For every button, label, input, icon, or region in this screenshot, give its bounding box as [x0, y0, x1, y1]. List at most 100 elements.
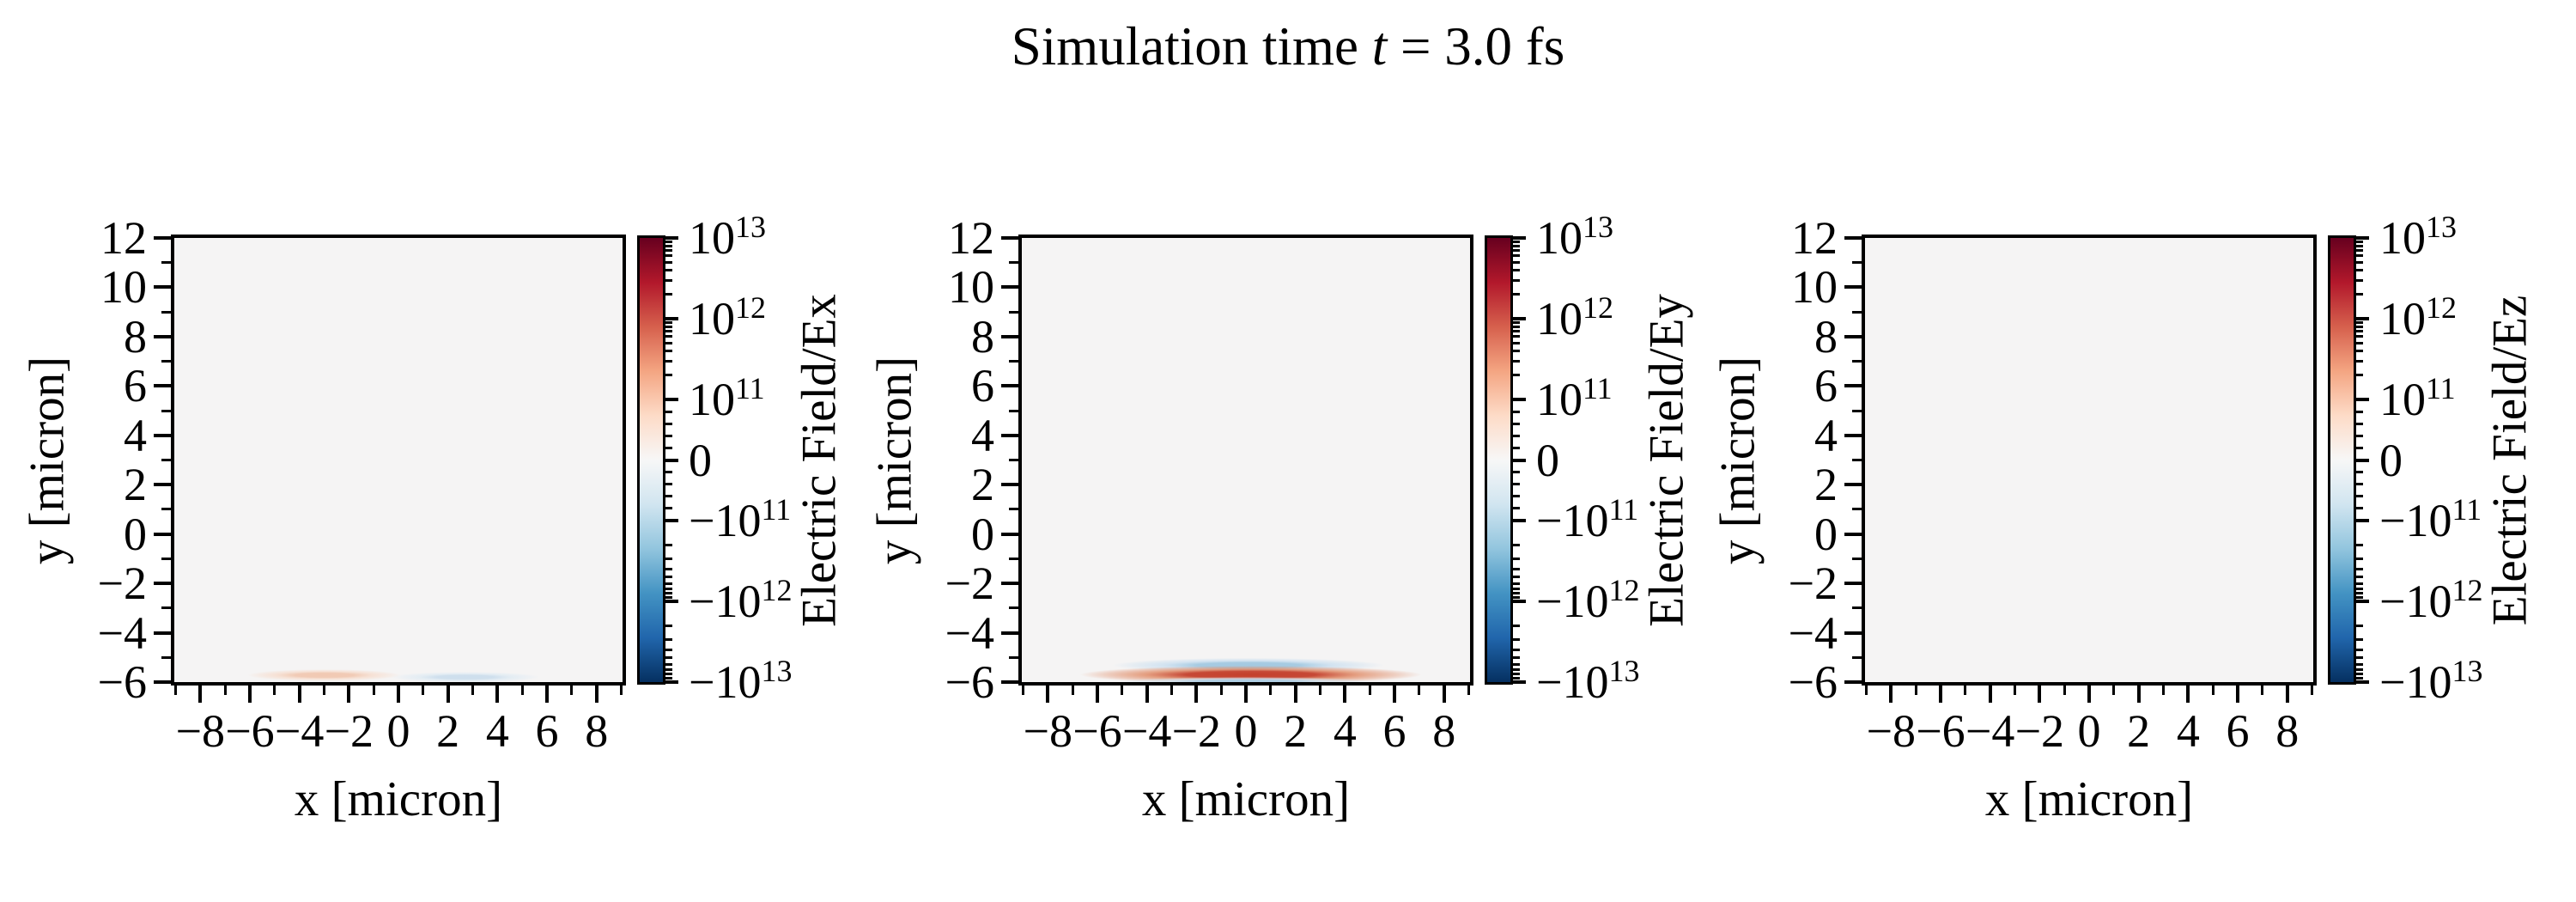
colorbar-minor-tick: [2354, 567, 2363, 570]
colorbar-title-ez: Electric Field/Ez: [2482, 295, 2537, 625]
colorbar-minor-tick: [663, 335, 672, 338]
colorbar-minor-tick: [663, 278, 672, 282]
x-tick-label: 4: [1333, 705, 1357, 757]
y-minor-tick: [1009, 606, 1018, 610]
x-minor-tick: [2311, 686, 2314, 695]
colorbar-minor-tick: [663, 483, 672, 486]
x-major-tick: [2087, 686, 2091, 703]
x-minor-tick: [372, 686, 375, 695]
y-major-tick: [154, 631, 171, 635]
x-minor-tick: [1864, 686, 1868, 695]
y-major-tick: [1844, 334, 1862, 338]
colorbar-minor-tick: [1510, 325, 1520, 328]
colorbar-minor-tick: [663, 320, 672, 324]
y-tick-label: 2: [1814, 459, 1838, 511]
colorbar-major-tick: [2354, 458, 2369, 462]
y-minor-tick: [1009, 409, 1018, 412]
y-minor-tick: [1852, 360, 1862, 363]
y-tick-label: 6: [124, 360, 147, 412]
colorbar-minor-tick: [663, 596, 672, 600]
colorbar-minor-tick: [663, 268, 672, 271]
colorbar-minor-tick: [2354, 649, 2363, 652]
colorbar-minor-tick: [2354, 596, 2363, 600]
colorbar-minor-tick: [2354, 592, 2363, 595]
colorbar-tick-exponent: 12: [735, 290, 766, 326]
x-tick-label: −6: [1072, 705, 1122, 757]
colorbar-minor-tick: [1510, 558, 1520, 561]
colorbar-major-tick: [2354, 397, 2369, 401]
colorbar-minor-tick: [663, 240, 672, 243]
colorbar-minor-tick: [2354, 254, 2363, 258]
y-major-tick: [1844, 631, 1862, 635]
colorbar-minor-tick: [2354, 293, 2363, 296]
colorbar-minor-tick: [2354, 278, 2363, 282]
x-axis-label: x [micron]: [1984, 772, 2194, 826]
x-minor-tick: [1319, 686, 1322, 695]
y-tick-label: 0: [971, 508, 994, 560]
colorbar-minor-tick: [1510, 244, 1520, 247]
colorbar-minor-tick: [2354, 410, 2363, 413]
colorbar-tick-text: 10: [1536, 373, 1583, 425]
x-major-tick: [2285, 686, 2289, 703]
colorbar-tick-label: 1012: [2379, 292, 2457, 342]
y-major-tick: [154, 433, 171, 437]
x-tick-label: −2: [2014, 705, 2065, 757]
y-minor-tick: [1009, 655, 1018, 659]
y-major-tick: [1844, 285, 1862, 289]
colorbar-minor-tick: [2354, 446, 2363, 449]
colorbar-tick-label: 1013: [2379, 211, 2457, 261]
x-axis-label: x [micron]: [1141, 772, 1351, 826]
colorbar-minor-tick: [1510, 350, 1520, 353]
y-minor-tick: [1852, 606, 1862, 610]
colorbar-major-tick: [1510, 519, 1526, 523]
colorbar-tick-exponent: 13: [2426, 210, 2457, 244]
y-minor-tick: [1852, 409, 1862, 412]
colorbar-minor-tick: [2354, 673, 2363, 676]
colorbar-tick-text: −10: [689, 656, 762, 708]
x-major-tick: [545, 686, 550, 703]
colorbar-minor-tick: [1510, 576, 1520, 579]
x-minor-tick: [471, 686, 475, 695]
colorbar-minor-tick: [2354, 374, 2363, 377]
colorbar-tick-exponent: 13: [1583, 210, 1613, 244]
colorbar-major-tick: [2354, 599, 2369, 603]
y-tick-label: −2: [1788, 558, 1838, 610]
x-major-tick: [1244, 686, 1248, 703]
colorbar-tick-label: 1012: [689, 292, 766, 342]
x-major-tick: [1938, 686, 1942, 703]
y-major-tick: [154, 532, 171, 536]
x-major-tick: [347, 686, 351, 703]
colorbar-minor-tick: [663, 576, 672, 579]
y-tick-label: −4: [1788, 606, 1838, 659]
y-tick-label: 8: [124, 310, 147, 363]
y-tick-label: 10: [1791, 261, 1838, 314]
colorbar-tick-text: −10: [2379, 495, 2452, 547]
y-minor-tick: [1009, 261, 1018, 265]
y-tick-label: 12: [948, 212, 994, 264]
y-major-tick: [154, 483, 171, 487]
colorbar-minor-tick: [1510, 320, 1520, 324]
x-major-tick: [1343, 686, 1347, 703]
colorbar-minor-tick: [663, 495, 672, 498]
colorbar-minor-tick: [1510, 278, 1520, 282]
colorbar-tick-exponent: 11: [2426, 370, 2456, 405]
plot-area: [1862, 235, 2317, 686]
x-tick-label: −8: [175, 705, 226, 757]
y-tick-label: −6: [945, 656, 994, 708]
y-tick-label: 0: [1814, 508, 1838, 560]
colorbar-title-ey: Electric Field/Ey: [1639, 293, 1694, 627]
colorbar-tick-exponent: 12: [2426, 290, 2457, 326]
x-minor-tick: [223, 686, 227, 695]
title-time-variable: t: [1371, 16, 1388, 76]
colorbar-minor-tick: [1510, 638, 1520, 642]
colorbar-tick-exponent: 12: [1583, 290, 1613, 326]
x-minor-tick: [422, 686, 425, 695]
colorbar-minor-tick: [663, 374, 672, 377]
x-tick-label: −6: [225, 705, 275, 757]
colorbar-minor-tick: [663, 249, 672, 253]
y-major-tick: [1001, 532, 1018, 536]
y-major-tick: [1001, 483, 1018, 487]
y-tick-label: 12: [1791, 212, 1838, 264]
colorbar-minor-tick: [663, 330, 672, 333]
colorbar-minor-tick: [2354, 662, 2363, 666]
